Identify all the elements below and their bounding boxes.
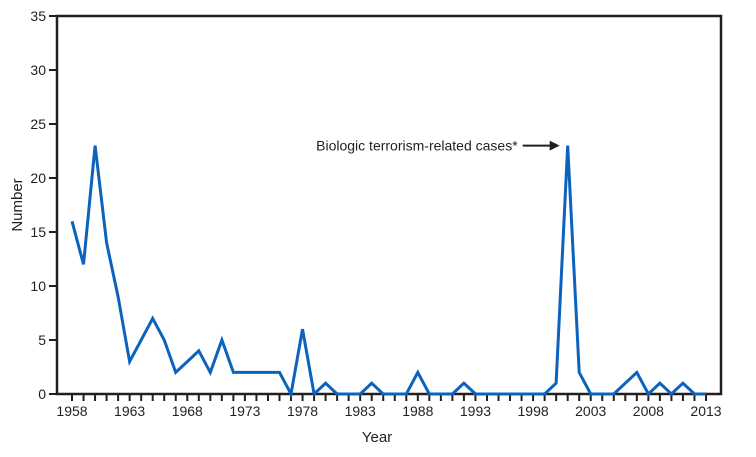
arrow-head-icon bbox=[549, 140, 560, 151]
y-tick-label: 25 bbox=[30, 116, 46, 132]
x-tick-label: 2003 bbox=[575, 403, 606, 419]
x-tick-label: 2013 bbox=[690, 403, 721, 419]
y-tick-label: 5 bbox=[38, 332, 46, 348]
y-tick-label: 0 bbox=[38, 386, 46, 402]
x-tick-label: 1958 bbox=[56, 403, 87, 419]
y-tick-label: 15 bbox=[30, 224, 46, 240]
plot-frame bbox=[55, 14, 723, 396]
x-tick-label: 1998 bbox=[518, 403, 549, 419]
annotation-text: Biologic terrorism-related cases* bbox=[316, 138, 518, 154]
x-tick-label: 1983 bbox=[345, 403, 376, 419]
annotation: Biologic terrorism-related cases* bbox=[316, 138, 560, 154]
y-tick-label: 10 bbox=[30, 278, 46, 294]
x-tick-label: 1968 bbox=[172, 403, 203, 419]
x-tick-label: 1978 bbox=[287, 403, 318, 419]
y-tick-label: 35 bbox=[30, 8, 46, 24]
x-tick-label: 1973 bbox=[229, 403, 260, 419]
x-tick-label: 1988 bbox=[402, 403, 433, 419]
y-axis-label: Number bbox=[9, 178, 26, 231]
axes: 0 5 10 15 20 25 30 35 1958 1963 1968 1973 1978 1983 19… bbox=[30, 8, 723, 419]
x-axis-label: Year bbox=[362, 429, 392, 446]
x-tick-label: 1963 bbox=[114, 403, 145, 419]
y-tick-label: 20 bbox=[30, 170, 46, 186]
x-tick-label: 2008 bbox=[633, 403, 664, 419]
series-line bbox=[70, 145, 706, 399]
y-tick-label: 30 bbox=[30, 62, 46, 78]
x-tick-label: 1993 bbox=[460, 403, 491, 419]
